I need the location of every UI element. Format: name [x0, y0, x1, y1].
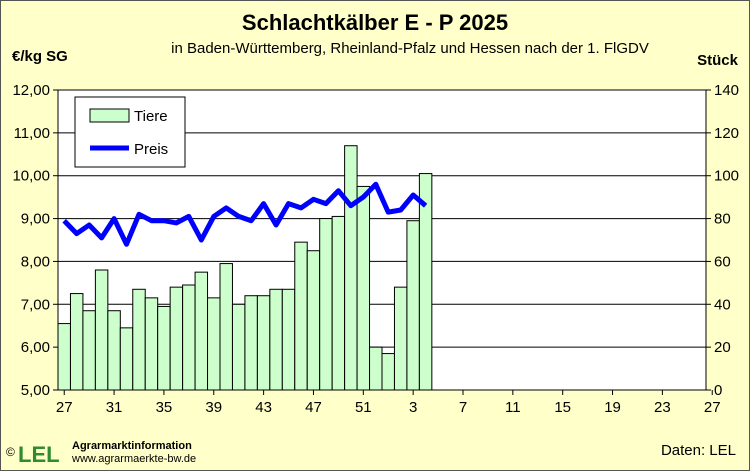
x-axis-tick-label: 19	[604, 399, 621, 416]
bar-tiere	[306, 250, 321, 391]
bar-tiere	[69, 293, 84, 391]
x-axis-tick-label: 15	[554, 399, 571, 416]
right-axis-label: Stück	[697, 52, 738, 69]
x-axis-tick-label: 23	[654, 399, 671, 416]
bar-tiere	[244, 295, 258, 391]
data-source: Daten: LEL	[660, 442, 736, 459]
bar-series-tiere	[57, 145, 433, 391]
x-axis-tick-label: 27	[56, 399, 73, 416]
left-axis-tick-label: 7,00	[21, 296, 50, 313]
x-axis-tick-label: 31	[106, 399, 123, 416]
right-axis-tick-label: 60	[714, 253, 731, 270]
right-axis-tick-label: 100	[714, 168, 739, 185]
bar-tiere	[281, 288, 296, 391]
line-series-preis	[62, 181, 428, 247]
bar-tiere	[57, 323, 71, 391]
bar-tiere	[356, 185, 371, 391]
org-url: www.agrarmaerkte-bw.de	[72, 453, 197, 465]
bar-tiere	[369, 346, 383, 391]
left-axis-tick-label: 10,00	[12, 168, 50, 185]
bar-tiere	[418, 173, 433, 391]
chart-subtitle: in Baden-Württemberg, Rheinland-Pfalz un…	[171, 40, 649, 57]
chart-title: Schlachtkälber E - P 2025	[241, 10, 509, 35]
bar-tiere	[393, 286, 408, 391]
copyright-symbol: ©	[6, 445, 15, 459]
right-axis-tick-label: 20	[714, 339, 731, 356]
x-axis-tick-label: 43	[255, 399, 272, 416]
right-axis-tick-label: 80	[714, 211, 731, 228]
bar-tiere	[194, 271, 209, 391]
bar-tiere	[294, 241, 308, 391]
left-axis-tick-label: 9,00	[21, 211, 50, 228]
x-axis-tick-label: 35	[156, 399, 173, 416]
bar-tiere	[82, 310, 96, 391]
x-axis-tick-label: 47	[305, 399, 322, 416]
bar-tiere	[207, 297, 221, 391]
bar-tiere	[107, 310, 121, 391]
x-axis-tick-label: 3	[409, 399, 417, 416]
x-axis-tick-label: 39	[205, 399, 222, 416]
lel-logo: © LEL	[6, 442, 60, 466]
x-axis-tick-label: 11	[505, 399, 521, 416]
x-axis-tick-label: 7	[459, 399, 467, 416]
bar-tiere	[119, 327, 134, 391]
left-axis-tick-label: 11,00	[14, 125, 50, 142]
left-axis-tick-label: 6,00	[21, 339, 50, 356]
bar-tiere	[182, 284, 196, 391]
axes: 5,00 0 6,00 20 7,00 40 8,00 60 9,00 80 10,00 100 11,…	[12, 82, 739, 416]
x-axis-tick-label: 27	[704, 399, 721, 416]
left-axis-label: €/kg SG	[12, 48, 68, 65]
legend-box	[74, 96, 186, 168]
right-axis-tick-label: 40	[714, 296, 731, 313]
bar-tiere	[94, 269, 109, 391]
bar-tiere	[319, 218, 333, 391]
right-axis-tick-label: 140	[714, 82, 739, 99]
bar-tiere	[406, 220, 420, 391]
right-axis-tick-label: 120	[714, 125, 739, 142]
legend-label-preis: Preis	[134, 141, 168, 158]
left-axis-tick-label: 12,00	[12, 82, 50, 99]
legend-swatch-tiere	[89, 108, 130, 123]
bar-tiere	[231, 303, 246, 391]
bar-tiere	[157, 305, 171, 391]
bar-tiere	[344, 145, 358, 391]
left-axis-tick-label: 5,00	[21, 382, 50, 399]
legend: Tiere Preis	[74, 96, 186, 168]
bar-tiere	[144, 297, 159, 391]
bar-tiere	[331, 215, 346, 391]
bar-tiere	[219, 263, 233, 391]
right-axis-tick-label: 0	[714, 382, 722, 399]
bar-tiere	[132, 288, 146, 391]
left-axis-tick-label: 8,00	[21, 253, 50, 270]
bar-tiere	[169, 286, 184, 391]
legend-label-tiere: Tiere	[134, 108, 168, 125]
x-axis-tick-label: 51	[355, 399, 372, 416]
bar-tiere	[269, 288, 283, 391]
bar-tiere	[381, 353, 395, 391]
org-name: Agrarmarktinformation	[72, 440, 192, 452]
bar-tiere	[256, 295, 271, 391]
logo-text: LEL	[18, 442, 60, 466]
